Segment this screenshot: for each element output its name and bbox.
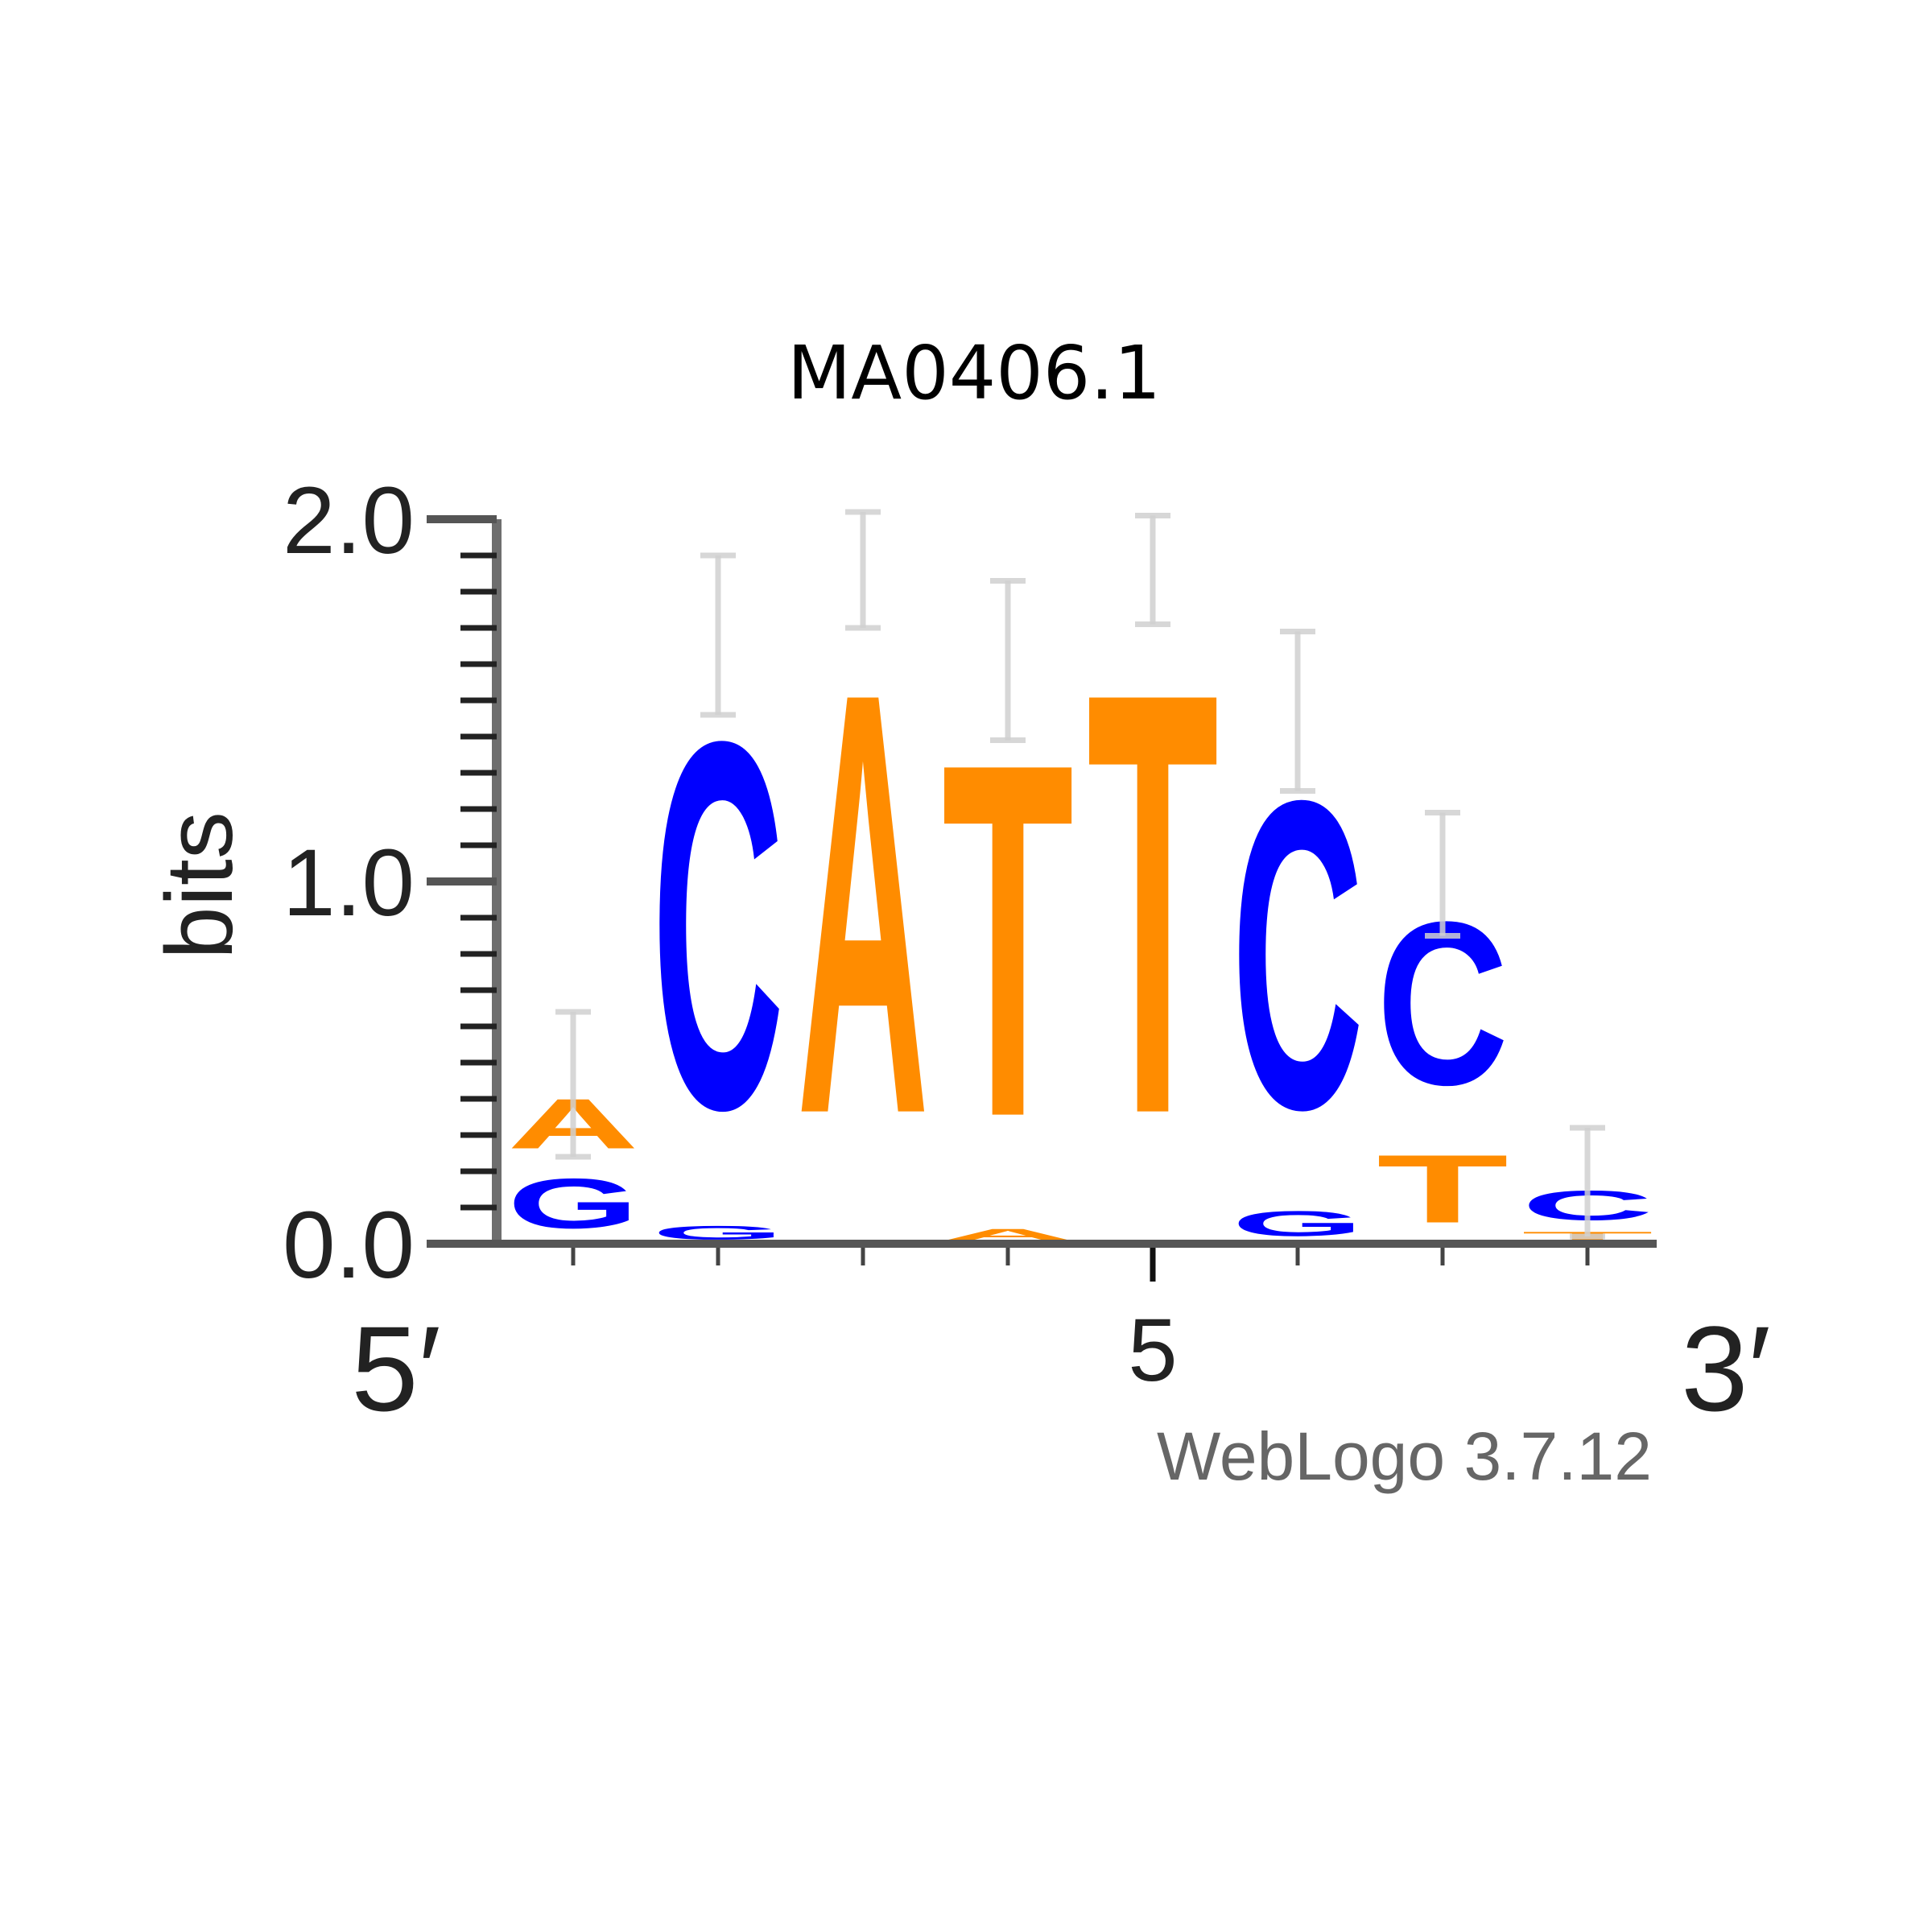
error-bar [555, 1009, 591, 1160]
letter-T: T [1377, 1135, 1509, 1243]
letter-T: T [942, 659, 1074, 1222]
error-bar [700, 552, 736, 718]
error-bar [1135, 513, 1170, 627]
letter-stacks: GAGCAATTGCTCTC [507, 567, 1653, 1243]
letter-T: T [1087, 567, 1219, 1239]
x-start-label: 5′ [351, 1301, 441, 1436]
error-bar [990, 578, 1026, 743]
plot-area: GAGCAATTGCTCTC [507, 509, 1653, 1244]
error-bar [1280, 629, 1315, 794]
x-tick-label: 5 [1128, 1301, 1177, 1400]
error-bar [1425, 810, 1460, 939]
stack-position-3: A [797, 568, 929, 1240]
letter-G: G [1232, 1204, 1364, 1244]
y-tick-label: 0.0 [283, 1192, 415, 1298]
x-axis: 5 5′ 3′ [351, 1240, 1771, 1436]
x-end-label: 3′ [1681, 1301, 1771, 1436]
error-bars [555, 509, 1605, 1240]
letter-A: A [942, 1226, 1074, 1244]
y-ticks: 0.0 1.0 2.0 [283, 468, 497, 1298]
y-tick-label: 1.0 [283, 830, 415, 936]
stack-position-2: GC [652, 634, 784, 1244]
y-axis-label: bits [147, 811, 253, 960]
letter-A: A [797, 568, 929, 1240]
credit-text: WebLogo 3.7.12 [1157, 1418, 1652, 1494]
error-bar [845, 509, 881, 631]
error-bar [1570, 1125, 1605, 1240]
stack-position-5: T [1087, 567, 1219, 1239]
y-axis: 0.0 1.0 2.0 bits [147, 468, 502, 1298]
x-ticks [571, 1248, 1590, 1282]
letter-G: G [507, 1164, 639, 1243]
chart-title: MA0406.1 [787, 330, 1161, 416]
letter-C: C [652, 634, 784, 1218]
stack-position-4: AT [942, 659, 1074, 1244]
y-tick-label: 2.0 [283, 468, 415, 574]
